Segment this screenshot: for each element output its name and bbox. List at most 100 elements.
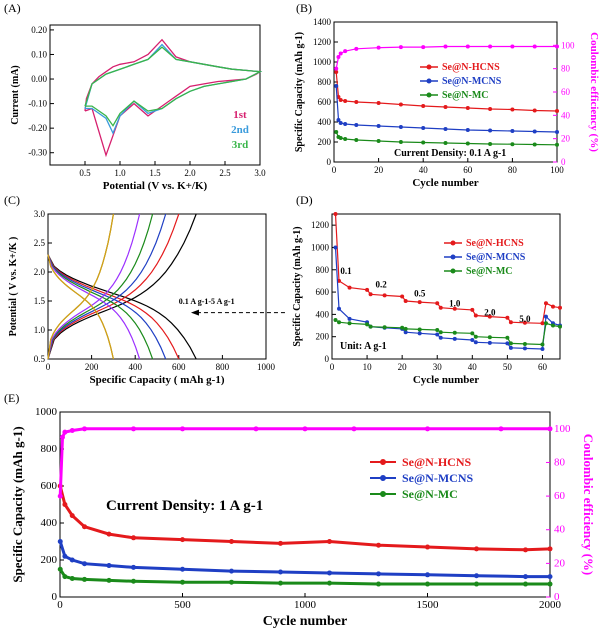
- discharge-curve: [47, 254, 180, 360]
- data-point: [532, 44, 537, 49]
- data-point: [347, 285, 352, 290]
- y-right-tick-label: 60: [561, 87, 571, 97]
- data-point: [508, 345, 513, 350]
- data-point: [465, 106, 470, 110]
- data-point: [368, 324, 373, 329]
- data-point: [425, 426, 430, 432]
- y-right-tick-label: 40: [554, 524, 566, 536]
- data-point: [505, 315, 510, 320]
- cv-curve-3rd: [84, 46, 263, 127]
- data-point: [555, 109, 559, 113]
- y-tick-label: 0: [327, 157, 332, 167]
- rate-label: 5.0: [519, 314, 531, 324]
- data-point: [334, 66, 339, 71]
- y-tick-label: 0: [52, 591, 58, 603]
- x-tick-label: 2.5: [219, 168, 231, 178]
- y-right-axis-label: Coulombic efficiency (%): [581, 434, 596, 576]
- data-point: [82, 576, 87, 582]
- x-axis-label: Cycle number: [263, 614, 347, 629]
- plot-frame: [49, 24, 261, 166]
- data-point: [327, 580, 332, 586]
- y-axis-label: Current (mA): [10, 65, 21, 125]
- data-point: [421, 104, 426, 108]
- data-point: [347, 316, 352, 321]
- data-point: [398, 45, 403, 50]
- data-point: [421, 126, 426, 130]
- x-tick-label: 30: [433, 362, 443, 372]
- panel-d: (D)0 10 20 30 40 50 60020040060080010001200Cyc…: [292, 193, 562, 386]
- x-tick-label: 0.5: [79, 168, 91, 178]
- data-point: [488, 128, 493, 133]
- y-tick-label: 1.0: [34, 325, 46, 335]
- data-point: [465, 44, 470, 49]
- data-point: [532, 142, 537, 147]
- y-tick-label: 400: [318, 117, 332, 127]
- data-point: [452, 336, 457, 341]
- data-point: [82, 426, 87, 432]
- x-tick-label: 50: [503, 362, 513, 372]
- y-tick-label: 3.0: [34, 209, 46, 219]
- data-point: [278, 540, 283, 546]
- y-tick-label: 200: [318, 137, 332, 147]
- legend-label: Se@N-MCNS: [466, 252, 526, 263]
- legend-label: Se@N-HCNS: [466, 238, 524, 249]
- data-point: [417, 331, 422, 336]
- data-point: [465, 141, 470, 146]
- data-point: [57, 566, 63, 572]
- discharge-curve: [47, 254, 114, 360]
- data-point: [547, 546, 553, 552]
- data-point: [473, 334, 478, 339]
- data-point: [505, 341, 510, 346]
- legend-label: Se@N-MC: [466, 266, 513, 277]
- x-axis-label: Specific Capacity ( mAh g-1): [89, 374, 224, 386]
- charge-curve: [47, 213, 114, 360]
- x-axis-label: Cycle number: [413, 374, 479, 386]
- panel-label: (A): [4, 1, 21, 15]
- data-point: [425, 544, 430, 550]
- data-point: [403, 299, 408, 303]
- y-tick-label: 600: [316, 287, 330, 297]
- data-point: [532, 129, 537, 134]
- data-point: [443, 141, 448, 145]
- panel-label: (D): [296, 193, 313, 207]
- legend-marker: [450, 268, 456, 274]
- rate-label: 0.5: [414, 289, 426, 299]
- annotation: Current Density: 0.1 A g-1: [394, 148, 506, 159]
- y-axis-label: Specific Capacity (mAh g-1): [294, 32, 305, 152]
- data-point: [425, 581, 430, 587]
- y-axis-label: Specific Capacity (mAh g-1): [10, 426, 25, 582]
- legend-label: 2nd: [231, 124, 249, 136]
- y-tick-label: 0.00: [31, 74, 47, 84]
- y-tick-label: -0.30: [28, 148, 47, 158]
- data-point: [106, 577, 112, 583]
- data-point: [400, 325, 405, 330]
- data-point: [398, 125, 403, 129]
- data-point: [540, 342, 545, 347]
- data-point: [550, 323, 555, 328]
- data-point: [365, 287, 370, 292]
- data-point: [470, 307, 475, 312]
- data-point: [343, 99, 348, 103]
- y-tick-label: 1.5: [34, 296, 46, 306]
- data-point: [435, 332, 440, 337]
- y-right-tick-label: 100: [561, 40, 575, 50]
- data-point: [510, 44, 515, 49]
- y-right-tick-label: 20: [554, 557, 566, 569]
- series-line: [334, 247, 561, 350]
- data-point: [382, 293, 387, 298]
- data-point: [327, 570, 332, 576]
- data-point: [69, 557, 75, 563]
- data-point: [522, 346, 527, 351]
- data-point: [62, 502, 68, 507]
- x-tick-label: 0: [332, 165, 337, 175]
- y-right-axis-label: Coulombic efficiency (%): [588, 32, 600, 152]
- data-point: [505, 335, 510, 340]
- data-point: [540, 321, 545, 326]
- y-tick-label: 800: [318, 77, 332, 87]
- data-point: [180, 566, 185, 572]
- data-point: [473, 340, 478, 345]
- data-point: [555, 130, 559, 134]
- y-tick-label: 0: [325, 354, 330, 364]
- data-point: [474, 573, 479, 579]
- data-point: [376, 139, 381, 143]
